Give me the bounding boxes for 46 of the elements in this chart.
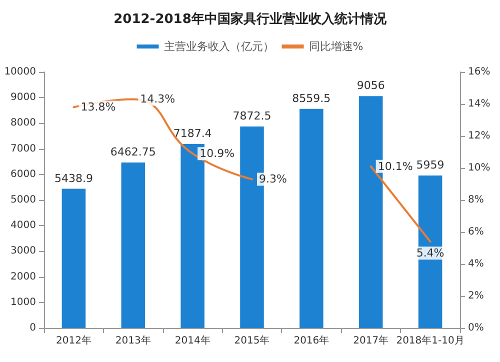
x-tick-label: 2014年 — [174, 334, 210, 346]
y2-tick-label: 4% — [468, 258, 484, 270]
y-tick-label: 2000 — [10, 271, 36, 282]
legend-label: 同比增速% — [308, 40, 364, 53]
y-tick-label: 8000 — [10, 118, 36, 129]
y2-tick-label: 0% — [468, 322, 484, 334]
data-label: 13.8% — [80, 100, 116, 114]
data-label: 6462.75 — [110, 146, 156, 159]
y2-tick-label: 2% — [468, 290, 484, 302]
x-tick-label: 2017年 — [353, 334, 389, 346]
y2-tick-label: 6% — [468, 226, 484, 238]
x-tick-label: 2016年 — [294, 334, 330, 346]
y-tick-label: 3000 — [10, 246, 36, 257]
y-tick-label: 5000 — [10, 194, 36, 206]
y-tick-label: 9000 — [10, 92, 36, 104]
data-label: 5.4% — [416, 246, 444, 260]
y-tick-label: 7000 — [10, 143, 36, 154]
x-tick-label: 2018年1-10月 — [396, 334, 464, 346]
y-tick-label: 1000 — [10, 296, 36, 308]
y2-tick-label: 8% — [468, 194, 484, 206]
y-tick-label: 10000 — [4, 66, 36, 78]
y-tick-label: 0 — [30, 322, 36, 334]
y2-tick-label: 12% — [468, 130, 490, 142]
data-label: 10.9% — [200, 147, 235, 160]
y2-tick-label: 10% — [468, 162, 490, 174]
bar — [62, 188, 86, 328]
chart-title: 2012-2018年中国家具行业营业收入统计情况 — [114, 11, 388, 27]
y2-tick-label: 16% — [468, 66, 490, 78]
data-label: 9056 — [356, 79, 385, 92]
x-tick-label: 2015年 — [234, 334, 270, 346]
y-tick-label: 6000 — [10, 168, 36, 180]
y2-tick-label: 14% — [468, 98, 490, 110]
bar — [300, 108, 324, 328]
bar — [121, 162, 146, 328]
data-label: 7187.4 — [173, 127, 212, 140]
data-label: 10.1% — [378, 160, 413, 173]
data-label: 9.3% — [259, 172, 287, 186]
data-label: 14.3% — [140, 92, 176, 106]
data-label: 8559.5 — [292, 92, 331, 105]
data-label: 5438.9 — [54, 172, 93, 185]
data-label: 7872.5 — [232, 109, 272, 122]
x-tick-label: 2013年 — [115, 334, 151, 346]
legend-label: 主营业务收入（亿元） — [164, 40, 274, 53]
x-tick-label: 2012年 — [56, 334, 92, 346]
data-label: 5959 — [416, 158, 444, 172]
y-tick-label: 4000 — [10, 220, 36, 232]
